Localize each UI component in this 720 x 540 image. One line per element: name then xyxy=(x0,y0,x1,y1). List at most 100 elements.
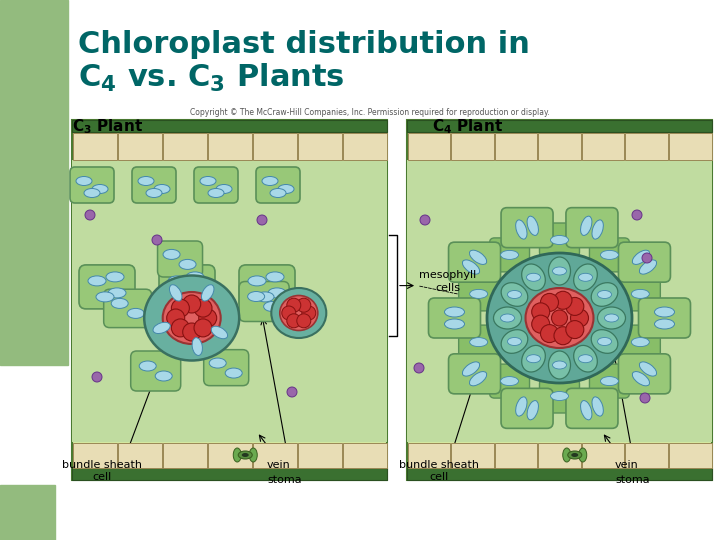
Ellipse shape xyxy=(249,448,257,462)
Ellipse shape xyxy=(654,307,675,317)
Text: mesophyll
cells: mesophyll cells xyxy=(419,271,476,293)
Ellipse shape xyxy=(138,177,154,186)
Ellipse shape xyxy=(563,448,571,462)
Ellipse shape xyxy=(202,285,214,301)
Circle shape xyxy=(171,319,189,337)
Ellipse shape xyxy=(500,314,515,322)
Ellipse shape xyxy=(163,292,221,344)
Ellipse shape xyxy=(248,276,266,286)
Circle shape xyxy=(554,291,572,309)
Ellipse shape xyxy=(501,282,528,306)
FancyBboxPatch shape xyxy=(590,238,629,272)
Ellipse shape xyxy=(552,267,567,275)
Ellipse shape xyxy=(188,288,206,298)
FancyBboxPatch shape xyxy=(132,167,176,203)
Bar xyxy=(163,132,207,159)
Ellipse shape xyxy=(186,272,204,282)
FancyBboxPatch shape xyxy=(590,364,629,398)
Ellipse shape xyxy=(462,362,480,376)
Ellipse shape xyxy=(216,185,232,193)
Ellipse shape xyxy=(632,250,649,265)
Ellipse shape xyxy=(266,272,284,282)
FancyBboxPatch shape xyxy=(621,277,660,311)
Ellipse shape xyxy=(144,275,239,361)
Ellipse shape xyxy=(600,376,618,386)
FancyBboxPatch shape xyxy=(428,298,480,338)
Circle shape xyxy=(420,215,430,225)
Text: stoma: stoma xyxy=(615,475,649,485)
Bar xyxy=(117,132,161,159)
Bar xyxy=(163,442,207,468)
Bar xyxy=(407,468,712,480)
Ellipse shape xyxy=(153,322,170,334)
Ellipse shape xyxy=(154,185,170,193)
Ellipse shape xyxy=(580,216,592,235)
Circle shape xyxy=(171,299,189,317)
Ellipse shape xyxy=(516,397,527,416)
Ellipse shape xyxy=(631,338,649,347)
Bar xyxy=(408,442,450,468)
FancyBboxPatch shape xyxy=(566,208,618,248)
FancyBboxPatch shape xyxy=(158,241,202,277)
Text: bundle sheath
cell: bundle sheath cell xyxy=(62,460,142,482)
FancyBboxPatch shape xyxy=(621,325,660,359)
Ellipse shape xyxy=(469,289,487,299)
Ellipse shape xyxy=(527,401,539,420)
Text: bundle sheath
cell: bundle sheath cell xyxy=(399,460,479,482)
FancyBboxPatch shape xyxy=(204,350,248,386)
Ellipse shape xyxy=(592,397,603,416)
Ellipse shape xyxy=(469,338,487,347)
Circle shape xyxy=(92,372,102,382)
Ellipse shape xyxy=(278,185,294,193)
Ellipse shape xyxy=(571,453,578,457)
Bar xyxy=(582,132,624,159)
Ellipse shape xyxy=(552,361,567,369)
Bar xyxy=(343,442,387,468)
FancyBboxPatch shape xyxy=(449,354,500,394)
Circle shape xyxy=(282,306,296,320)
Text: vein: vein xyxy=(615,460,639,470)
FancyBboxPatch shape xyxy=(539,223,580,257)
Ellipse shape xyxy=(271,288,326,338)
Ellipse shape xyxy=(632,372,649,386)
Ellipse shape xyxy=(598,291,611,299)
FancyBboxPatch shape xyxy=(490,364,529,398)
Ellipse shape xyxy=(522,264,545,291)
Bar xyxy=(72,120,387,480)
Circle shape xyxy=(194,299,212,317)
Ellipse shape xyxy=(605,314,618,322)
Text: $\mathbf{C_3}$ Plant: $\mathbf{C_3}$ Plant xyxy=(72,117,143,136)
Bar xyxy=(451,442,494,468)
Ellipse shape xyxy=(654,319,675,329)
Ellipse shape xyxy=(469,250,487,265)
Circle shape xyxy=(287,298,301,312)
Ellipse shape xyxy=(106,272,124,282)
FancyBboxPatch shape xyxy=(104,289,152,328)
Ellipse shape xyxy=(156,371,172,381)
Circle shape xyxy=(152,235,162,245)
Ellipse shape xyxy=(574,264,598,291)
Circle shape xyxy=(297,314,311,328)
Ellipse shape xyxy=(225,368,242,378)
Ellipse shape xyxy=(444,307,464,317)
Ellipse shape xyxy=(522,346,545,372)
Ellipse shape xyxy=(568,451,582,459)
FancyBboxPatch shape xyxy=(79,265,135,309)
Ellipse shape xyxy=(487,253,632,383)
Bar xyxy=(495,132,537,159)
Circle shape xyxy=(552,310,567,326)
Ellipse shape xyxy=(578,273,593,281)
Bar xyxy=(626,442,668,468)
Circle shape xyxy=(414,363,424,373)
Bar xyxy=(626,132,668,159)
Ellipse shape xyxy=(493,307,521,329)
Circle shape xyxy=(297,298,311,312)
Ellipse shape xyxy=(163,249,180,259)
Circle shape xyxy=(541,325,559,342)
Bar xyxy=(72,468,387,480)
FancyBboxPatch shape xyxy=(618,354,670,394)
FancyBboxPatch shape xyxy=(618,242,670,282)
FancyBboxPatch shape xyxy=(501,208,553,248)
Bar xyxy=(207,442,251,468)
Bar xyxy=(539,442,581,468)
